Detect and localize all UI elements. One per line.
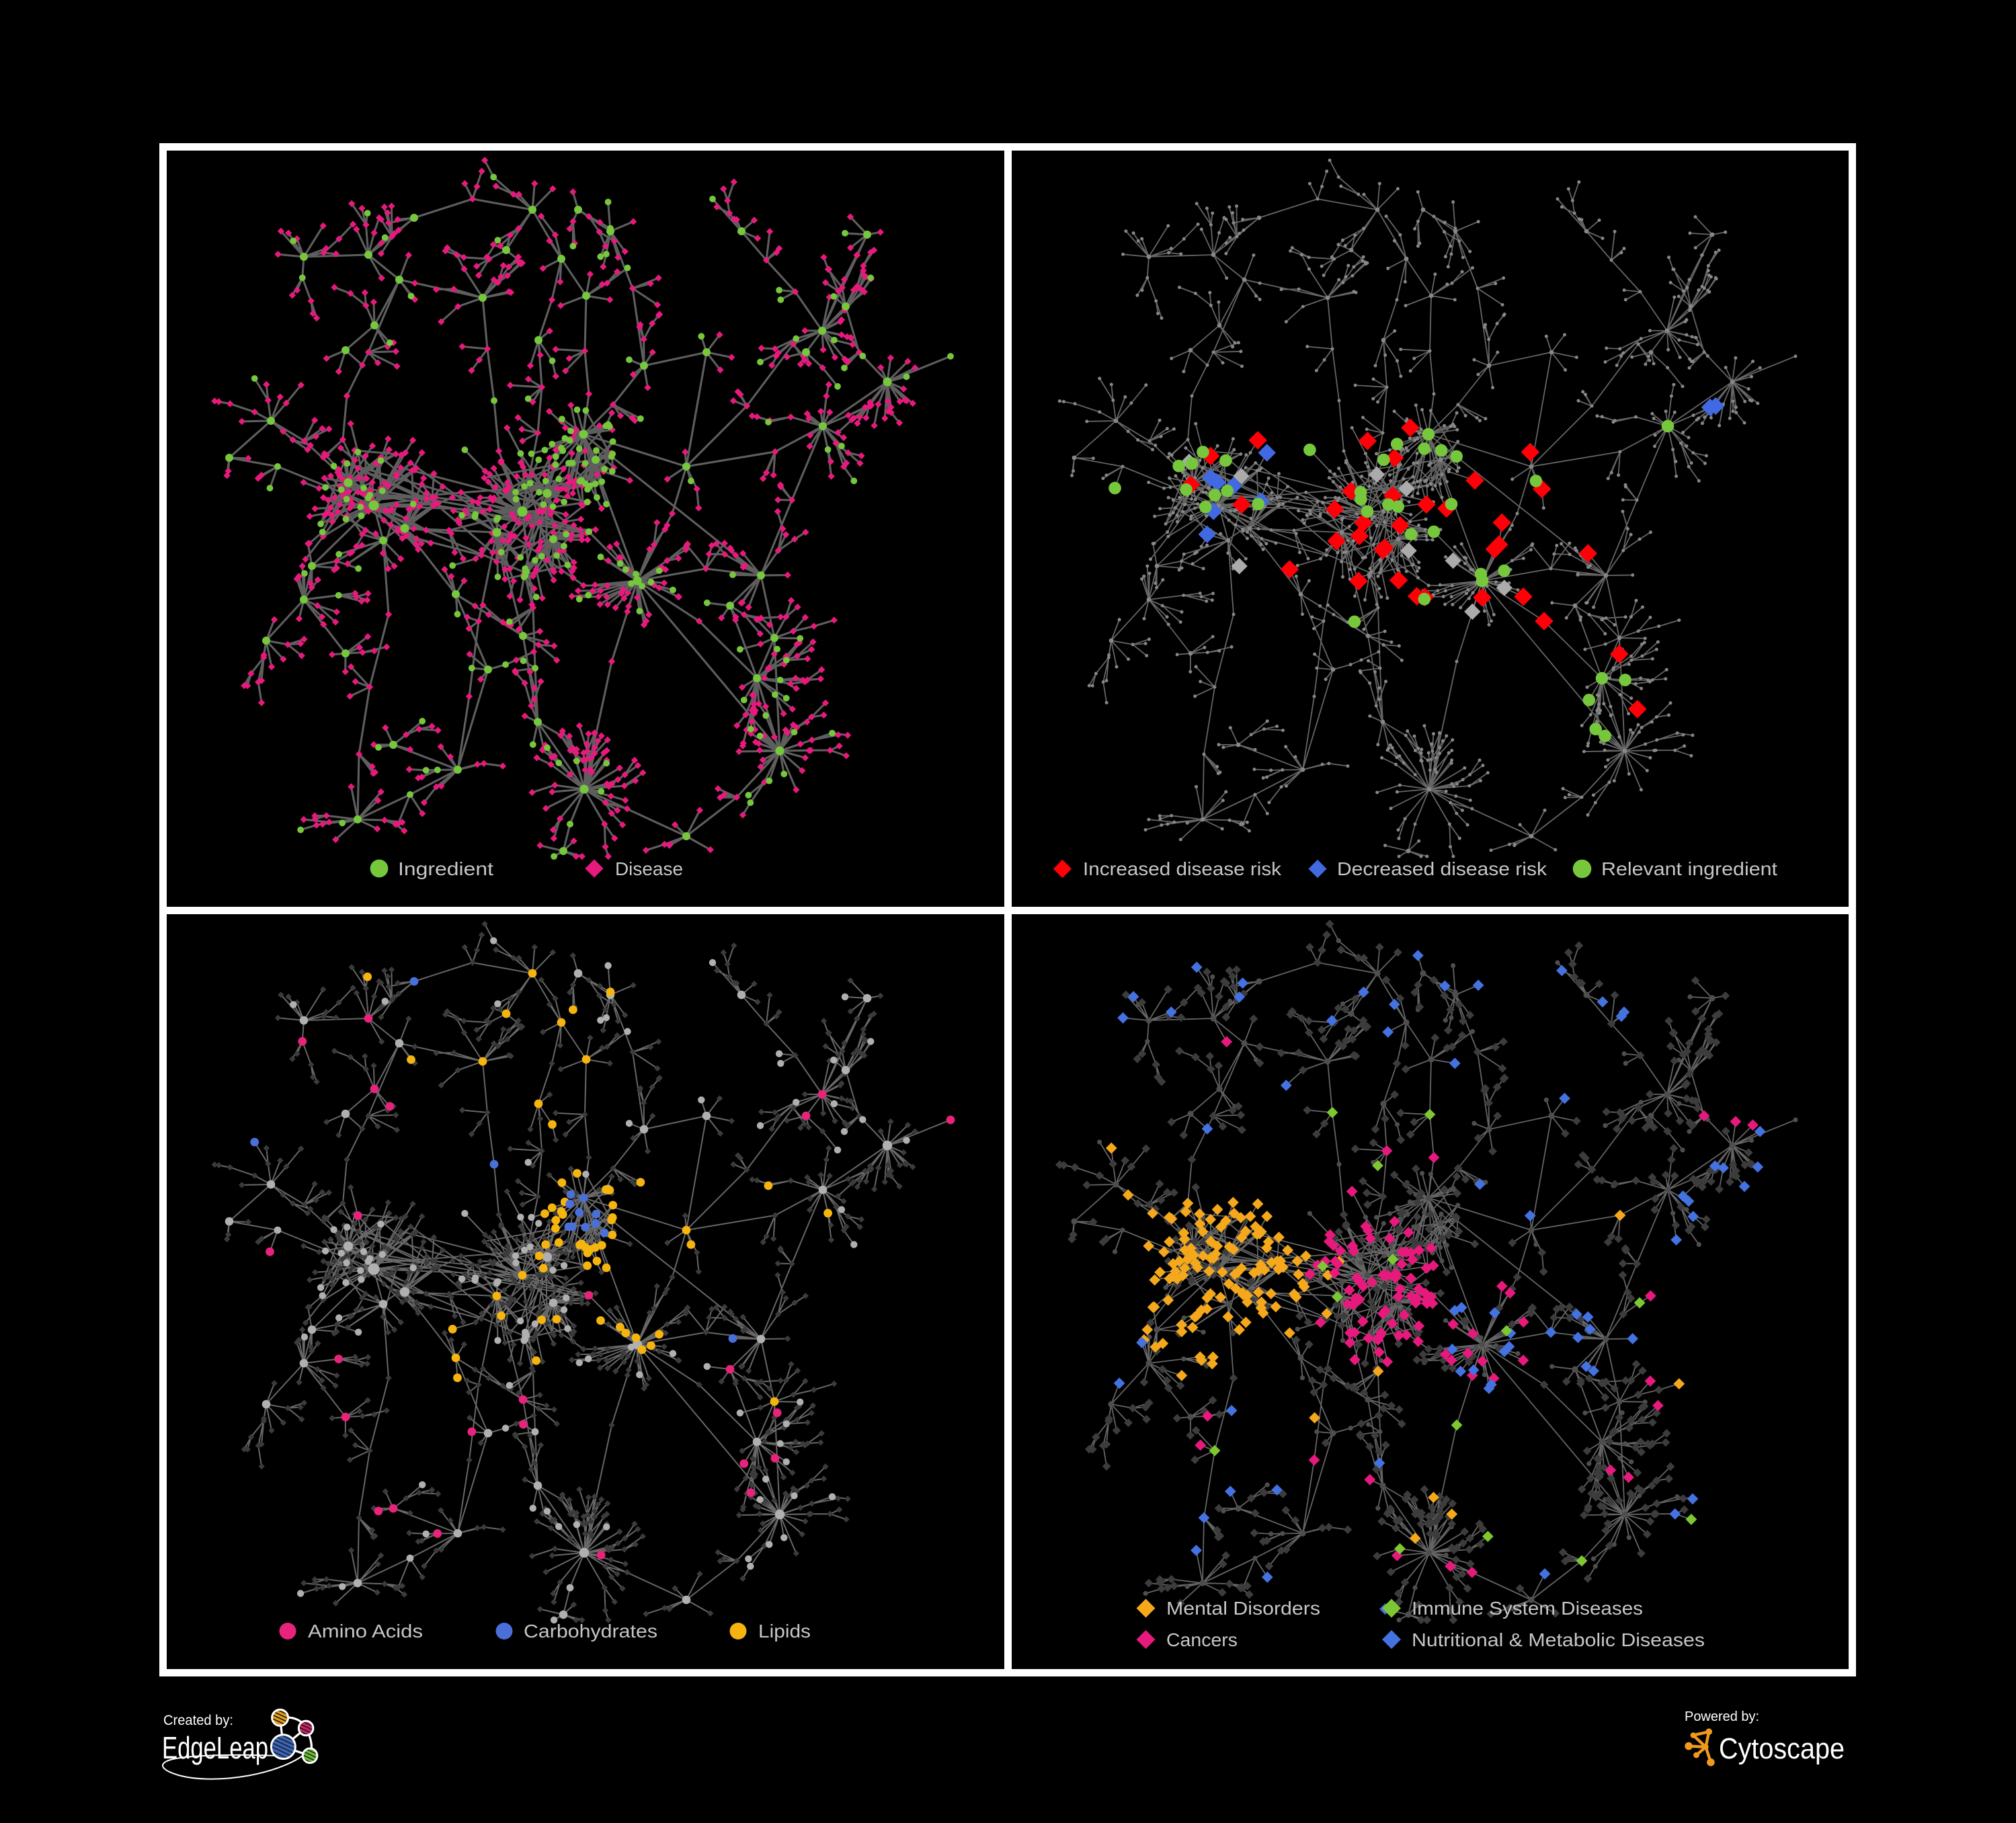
svg-text:Ingredient: Ingredient [398,858,493,879]
svg-text:Lipids: Lipids [758,1621,811,1642]
svg-text:Increased disease risk: Increased disease risk [1083,858,1282,879]
svg-text:Immune System Diseases: Immune System Diseases [1412,1598,1643,1619]
svg-text:Carbohydrates: Carbohydrates [524,1621,657,1642]
svg-text:Disease: Disease [615,858,683,879]
svg-text:Powered by:: Powered by: [1685,1709,1759,1724]
svg-text:EdgeLeap: EdgeLeap [162,1730,268,1765]
svg-text:Cytoscape: Cytoscape [1719,1732,1845,1765]
svg-text:Created by:: Created by: [163,1713,233,1728]
svg-text:Cancers: Cancers [1166,1629,1238,1650]
svg-text:Relevant ingredient: Relevant ingredient [1601,858,1777,879]
svg-text:Decreased disease risk: Decreased disease risk [1337,858,1547,879]
svg-text:Mental Disorders: Mental Disorders [1166,1598,1320,1619]
svg-text:Amino Acids: Amino Acids [308,1621,423,1642]
svg-text:Nutritional & Metabolic Diseas: Nutritional & Metabolic Diseases [1412,1629,1705,1650]
